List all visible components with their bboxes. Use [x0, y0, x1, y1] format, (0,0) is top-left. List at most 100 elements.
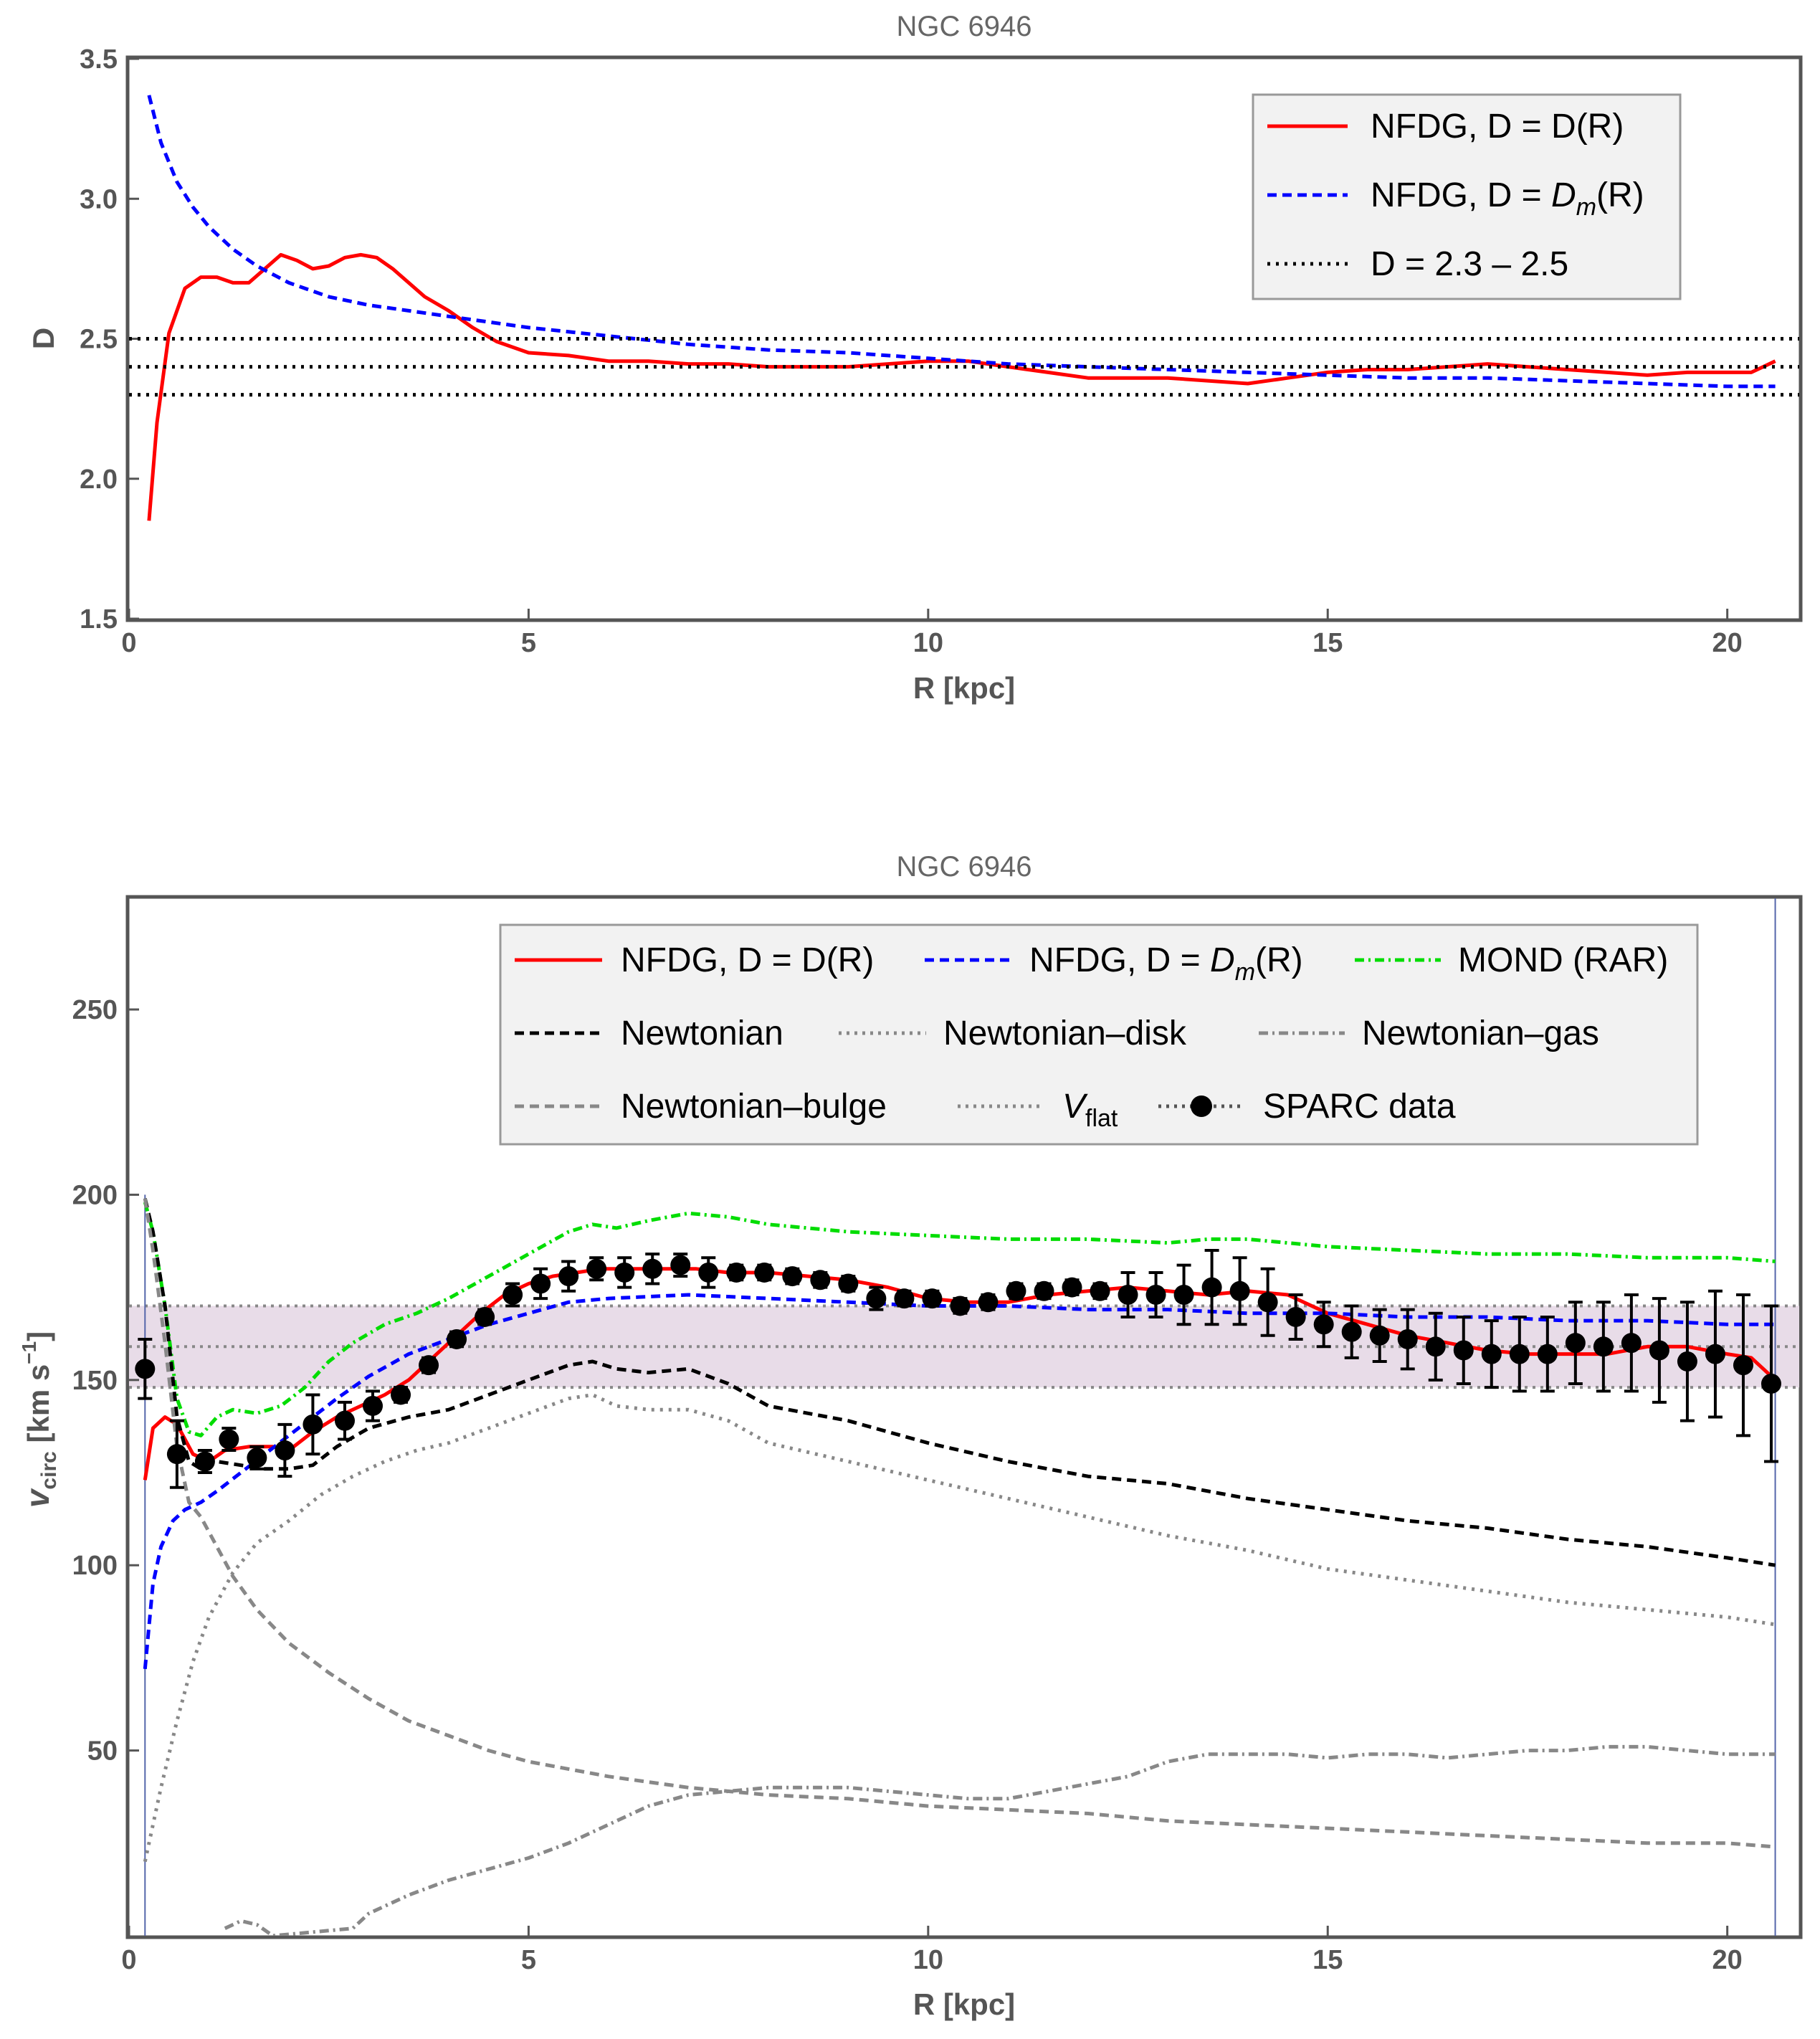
v-xtick-label: 5: [521, 1945, 536, 1975]
v-legend-label-red: NFDG, D = D(R): [621, 941, 874, 979]
sparc-point: [782, 1266, 803, 1287]
v-xtick-label: 10: [913, 1945, 943, 1975]
sparc-marker: [866, 1288, 887, 1309]
v-legend-label-newtonian: Newtonian: [621, 1014, 783, 1052]
v-chart-ylabel: vcirc [km s−1]: [18, 1331, 61, 1508]
sparc-point: [1733, 1293, 1753, 1437]
sparc-marker: [530, 1273, 551, 1294]
sparc-point: [614, 1256, 635, 1289]
sparc-marker: [1201, 1277, 1222, 1298]
sparc-point: [838, 1273, 859, 1294]
sparc-point: [363, 1389, 383, 1422]
d-chart-ticks: 0 5 10 15 20 1.5 2.0 2.5 3.0 3.5: [80, 44, 1743, 658]
sparc-point: [1593, 1301, 1614, 1393]
v-ytick-label: 200: [72, 1180, 118, 1210]
sparc-marker: [247, 1448, 267, 1468]
sparc-marker: [698, 1262, 719, 1283]
sparc-point: [391, 1384, 411, 1405]
sparc-marker: [1649, 1340, 1669, 1361]
sparc-marker: [1453, 1340, 1474, 1361]
sparc-marker: [219, 1429, 239, 1450]
v-series-newtonian: [143, 1198, 1776, 1567]
sparc-point: [1649, 1297, 1669, 1404]
sparc-point: [950, 1296, 971, 1316]
v-xtick-label: 15: [1312, 1945, 1343, 1975]
sparc-point: [302, 1393, 323, 1456]
v-xtick-label: 20: [1712, 1945, 1743, 1975]
sparc-point: [1677, 1301, 1697, 1422]
sparc-point: [247, 1445, 267, 1470]
v-chart-xlabel: R [kpc]: [913, 1987, 1015, 2021]
sparc-marker: [1705, 1344, 1725, 1364]
sparc-point: [1537, 1315, 1558, 1393]
sparc-point: [726, 1262, 747, 1283]
sparc-point: [978, 1292, 999, 1313]
sparc-point: [1481, 1319, 1502, 1389]
sparc-marker: [1313, 1314, 1334, 1335]
sparc-point: [1705, 1289, 1725, 1419]
v-chart-ticks: 0 5 10 15 20 50 100 150 200 250: [72, 995, 1743, 1975]
sparc-point: [1201, 1248, 1222, 1326]
v-legend-label-bulge: Newtonian–bulge: [621, 1088, 887, 1126]
d-ytick-label: 2.0: [80, 465, 118, 495]
sparc-marker: [642, 1258, 663, 1279]
sparc-point: [275, 1422, 295, 1478]
d-chart: NGC 6946 0 5 10 15 20 1.5 2.0 2.5 3.0 3.5 R [kpc]…: [27, 11, 1803, 705]
sparc-point: [1006, 1280, 1026, 1301]
sparc-marker: [502, 1284, 523, 1305]
d-ytick-label: 1.5: [80, 604, 118, 634]
sparc-point: [194, 1449, 215, 1475]
d-chart-series: [129, 95, 1799, 521]
v-legend-label-green: MOND (RAR): [1458, 941, 1668, 979]
sparc-marker: [335, 1410, 356, 1431]
sparc-marker: [1369, 1325, 1390, 1346]
sparc-point: [1313, 1301, 1334, 1349]
sparc-marker: [391, 1384, 411, 1405]
d-legend-box: [1252, 93, 1682, 300]
sparc-point: [1118, 1270, 1138, 1318]
sparc-marker: [1034, 1280, 1054, 1301]
v-series-newtonian-gas: [224, 1744, 1776, 1936]
sparc-marker: [1425, 1336, 1446, 1357]
sparc-point: [1425, 1311, 1446, 1382]
d-xtick-label: 5: [521, 628, 536, 658]
sparc-marker: [363, 1395, 383, 1416]
v-ytick-label: 50: [87, 1736, 118, 1767]
sparc-point: [1285, 1293, 1306, 1341]
d-legend-label-red: NFDG, D = D(R): [1371, 108, 1624, 146]
sparc-point: [754, 1262, 775, 1283]
v-legend-swatch-sparc-marker: [1191, 1095, 1212, 1117]
sparc-marker: [810, 1270, 831, 1291]
sparc-point: [1062, 1277, 1082, 1298]
sparc-point: [1341, 1304, 1362, 1359]
sparc-point: [447, 1329, 467, 1349]
d-chart-ylabel: D: [27, 328, 60, 349]
v-legend-label-vflat: Vflat: [1062, 1088, 1118, 1132]
d-xtick-label: 15: [1312, 628, 1343, 658]
v-legend-label-disk: Newtonian–disk: [943, 1014, 1187, 1052]
v-legend-label-sparc: SPARC data: [1263, 1088, 1456, 1126]
sparc-data-points: [135, 1248, 1781, 1489]
d-legend-label-dotted: D = 2.3 – 2.5: [1371, 245, 1568, 283]
v-chart-title: NGC 6946: [897, 851, 1032, 883]
sparc-point: [810, 1270, 831, 1291]
v-legend-label-blue: NFDG, D = Dm(R): [1029, 941, 1303, 986]
sparc-point: [1509, 1315, 1530, 1393]
sparc-marker: [1118, 1284, 1138, 1305]
d-chart-title: NGC 6946: [897, 11, 1032, 42]
sparc-marker: [475, 1306, 495, 1327]
sparc-marker: [1006, 1280, 1026, 1301]
sparc-point: [698, 1256, 719, 1289]
sparc-point: [219, 1427, 239, 1453]
v-series-mond-rar-: [143, 1202, 1776, 1437]
sparc-marker: [1537, 1344, 1558, 1364]
sparc-marker: [1062, 1277, 1082, 1298]
sparc-marker: [1481, 1344, 1502, 1364]
sparc-marker: [1593, 1336, 1614, 1357]
sparc-marker: [978, 1292, 999, 1313]
sparc-point: [530, 1267, 551, 1301]
sparc-point: [1369, 1308, 1390, 1363]
v-ytick-label: 250: [72, 995, 118, 1025]
sparc-marker: [194, 1451, 215, 1472]
v-xtick-label: 0: [121, 1945, 136, 1975]
